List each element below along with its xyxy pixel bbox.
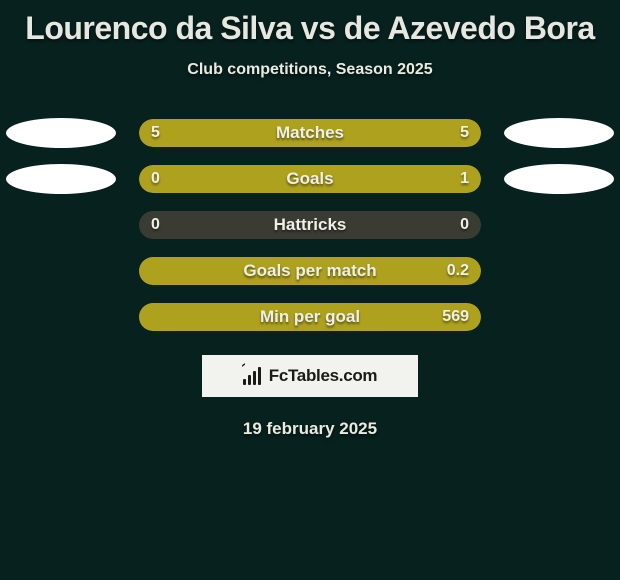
player-left-marker: [6, 118, 116, 148]
stat-value-left: 0: [151, 211, 160, 239]
stat-bar: Hattricks0 0: [139, 211, 481, 239]
stat-row: Hattricks0 0: [0, 211, 620, 239]
player-right-marker: [504, 118, 614, 148]
stat-value-right: 0: [460, 211, 469, 239]
stat-bar-right-fill: [204, 165, 481, 193]
brand-text: FcTables.com: [269, 366, 378, 386]
player-left-marker: [6, 164, 116, 194]
chart-bars-icon: [243, 367, 265, 385]
stat-row: Min per goal569: [0, 303, 620, 331]
stat-bar: Goals per match0.2: [139, 257, 481, 285]
stat-row: Matches55: [0, 119, 620, 147]
stat-row: Goals01: [0, 165, 620, 193]
stat-bar: Matches55: [139, 119, 481, 147]
date-label: 19 february 2025: [243, 419, 377, 439]
stats-list: Matches55 Goals01 Hattricks0 0 Goals per mat…: [0, 119, 620, 331]
stat-bar-left-fill: [139, 119, 310, 147]
page-title: Lourenco da Silva vs de Azevedo Bora: [25, 10, 594, 47]
subtitle: Club competitions, Season 2025: [187, 61, 432, 79]
brand-badge[interactable]: FcTables.com: [202, 355, 418, 397]
stat-row: Goals per match0.2: [0, 257, 620, 285]
stat-bar: Goals01: [139, 165, 481, 193]
stat-bar-right-fill: [139, 257, 481, 285]
stat-bar-right-fill: [310, 119, 481, 147]
stat-bar-right-fill: [139, 303, 481, 331]
infographic: Lourenco da Silva vs de Azevedo Bora Clu…: [0, 0, 620, 580]
stat-bar-left-fill: [139, 165, 204, 193]
player-right-marker: [504, 164, 614, 194]
stat-label: Hattricks: [139, 211, 481, 239]
stat-bar: Min per goal569: [139, 303, 481, 331]
